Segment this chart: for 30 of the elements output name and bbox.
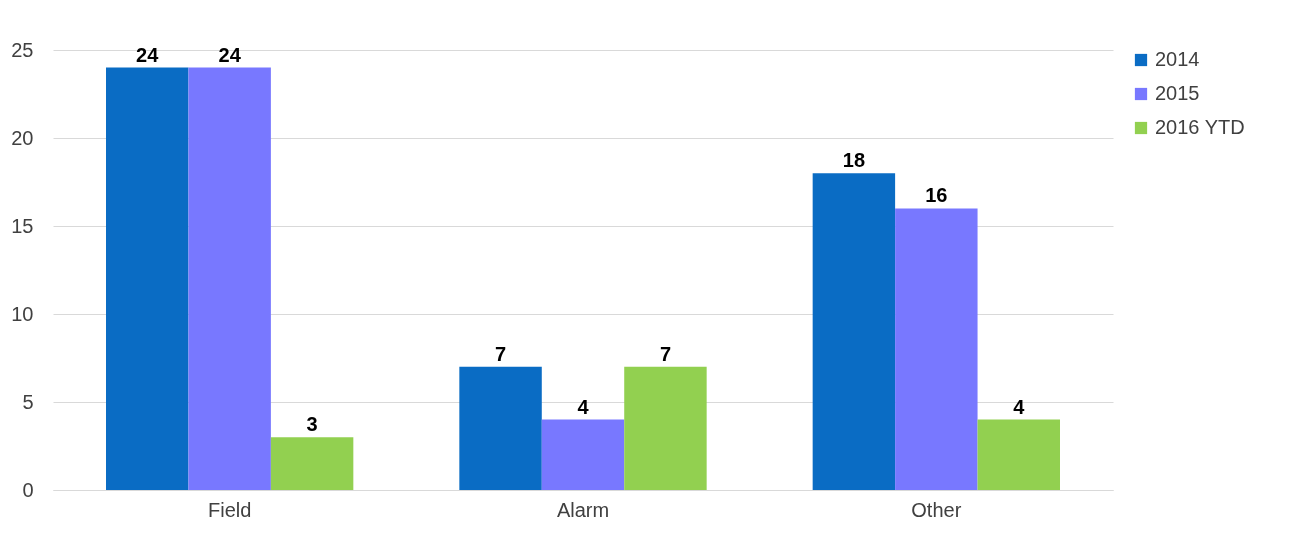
legend-label: 2016 YTD xyxy=(1155,116,1245,138)
bar xyxy=(812,173,896,490)
legend-label: 2015 xyxy=(1155,82,1200,104)
bar xyxy=(977,419,1060,490)
legend-label: 2014 xyxy=(1155,48,1200,70)
bar xyxy=(106,67,189,490)
bar xyxy=(459,366,542,490)
data-label: 7 xyxy=(494,342,507,365)
bar xyxy=(270,437,354,490)
data-label: 3 xyxy=(306,413,318,436)
y-tick-label: 20 xyxy=(11,126,34,149)
y-tick-label: 5 xyxy=(22,390,34,413)
data-label: 24 xyxy=(136,43,160,66)
y-tick-label: 0 xyxy=(22,478,34,501)
bar xyxy=(895,208,978,490)
bar xyxy=(624,366,707,490)
data-label: 4 xyxy=(1013,395,1026,418)
bar xyxy=(541,419,625,490)
y-tick-label: 10 xyxy=(11,302,34,325)
x-tick-label: Field xyxy=(207,498,252,521)
data-label: 16 xyxy=(925,184,948,207)
data-label: 24 xyxy=(218,43,242,66)
y-tick-label: 25 xyxy=(11,38,34,61)
x-tick-label: Other xyxy=(911,498,962,521)
data-label: 4 xyxy=(577,395,590,418)
data-label: 18 xyxy=(842,149,866,172)
y-tick-label: 15 xyxy=(11,214,34,237)
data-label: 7 xyxy=(659,342,672,365)
bar xyxy=(188,67,271,490)
x-tick-label: Alarm xyxy=(556,498,610,521)
